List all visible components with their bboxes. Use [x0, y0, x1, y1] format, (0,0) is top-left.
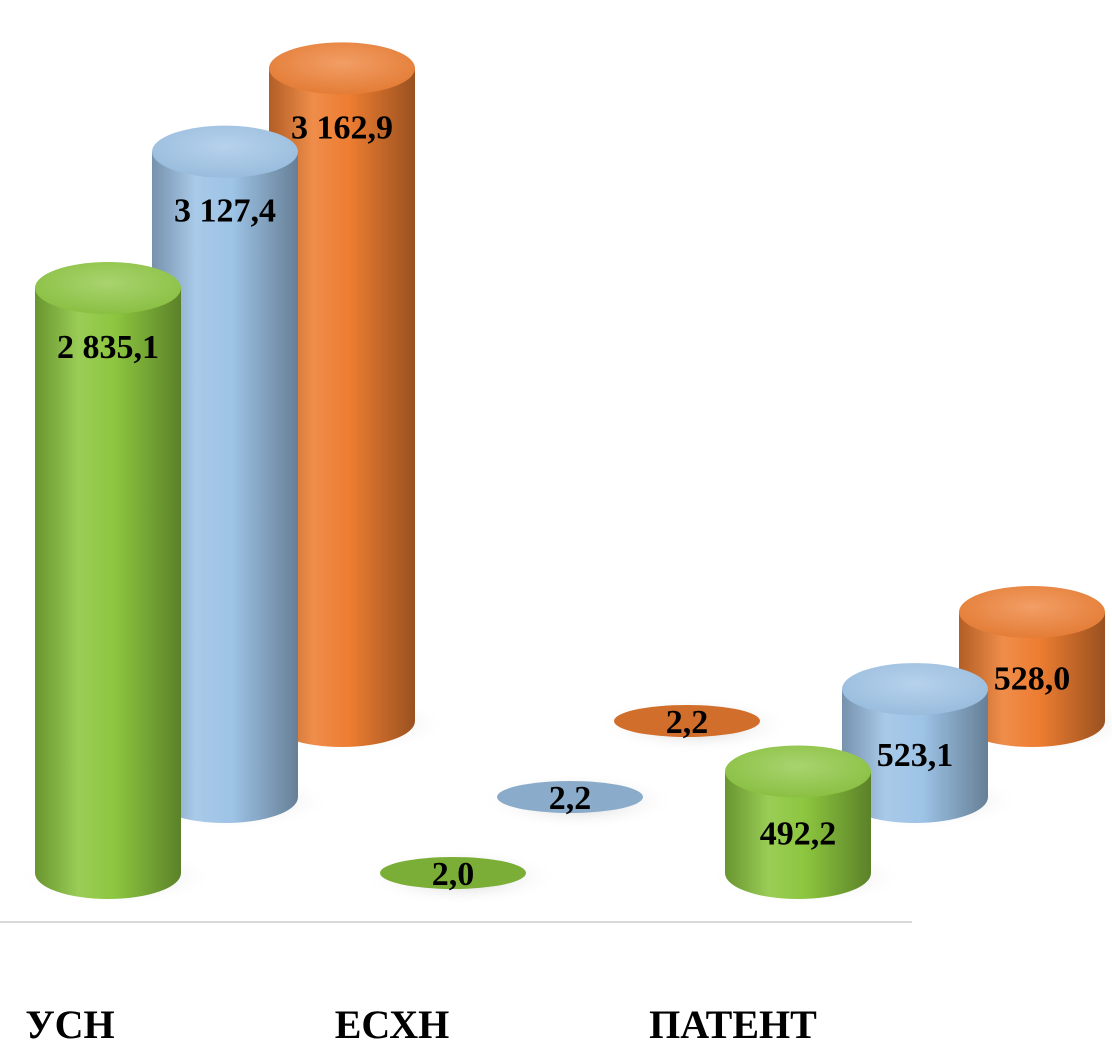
- x-tick-label: ЕСХН: [335, 1002, 450, 1041]
- data-label: 2,2: [549, 780, 592, 817]
- x-tick-label: ПАТЕНТ: [649, 1002, 817, 1041]
- bar: [269, 42, 415, 747]
- bar: [380, 857, 526, 889]
- data-label: 492,2: [760, 815, 837, 852]
- bar: [497, 781, 643, 813]
- bar: [614, 705, 760, 737]
- bar: [152, 125, 298, 823]
- data-label: 3 162,9: [291, 109, 393, 146]
- data-label: 528,0: [994, 660, 1071, 697]
- bar: [35, 262, 181, 899]
- data-label: 2 835,1: [57, 329, 159, 366]
- x-tick-label: УСН: [25, 1002, 114, 1041]
- data-label: 3 127,4: [174, 193, 276, 230]
- bar: [959, 586, 1105, 747]
- data-label: 523,1: [877, 737, 954, 774]
- bar: [842, 663, 988, 823]
- bar: [725, 745, 871, 899]
- data-label: 2,0: [432, 856, 475, 893]
- data-label: 2,2: [666, 704, 709, 741]
